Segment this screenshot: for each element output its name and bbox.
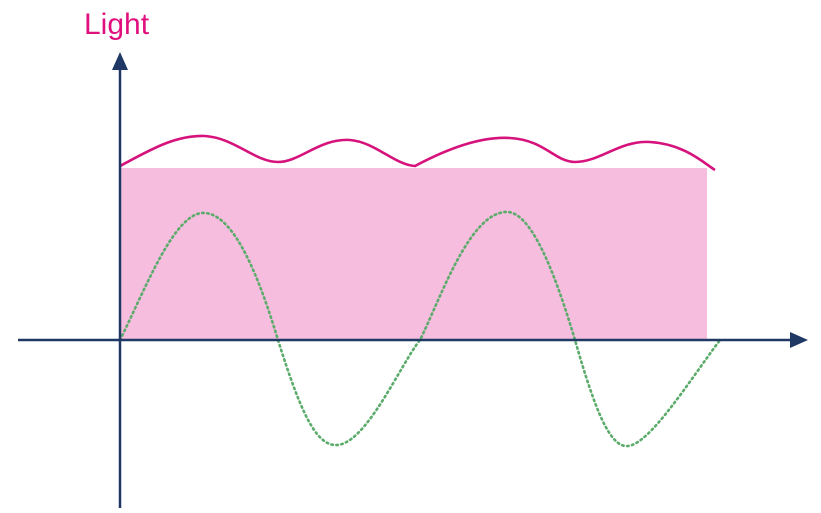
light-fill-area [120, 168, 707, 340]
light-envelope-curve [119, 134, 716, 172]
x-axis-arrowhead [790, 332, 808, 348]
y-axis-label: Light [84, 8, 150, 41]
y-axis-arrowhead [112, 52, 128, 70]
